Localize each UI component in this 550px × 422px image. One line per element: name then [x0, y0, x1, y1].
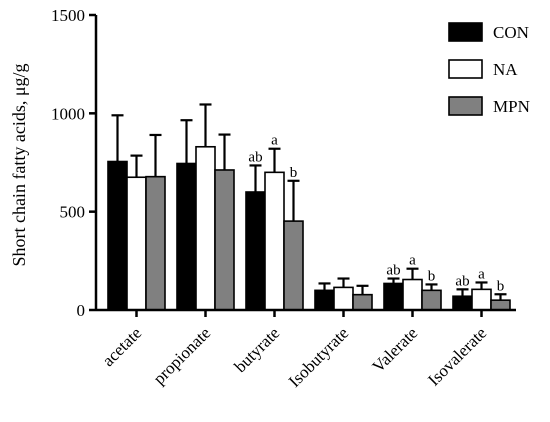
y-axis-title: Short chain fatty acids, μg/g: [9, 63, 29, 266]
significance-label: b: [428, 268, 436, 284]
bar-con: [176, 162, 197, 311]
bar-mpn: [490, 299, 511, 311]
x-axis: acetate propionate butyrate Isobutyrate Vale…: [96, 308, 516, 391]
bar-mpn: [145, 175, 166, 311]
x-category-label: butyrate: [231, 323, 284, 376]
legend-swatch-con: [448, 22, 483, 42]
legend-label-con: CON: [493, 23, 529, 42]
bar-mpn: [283, 220, 304, 311]
significance-label: b: [290, 165, 298, 181]
bar-na: [195, 145, 216, 311]
significance-label: a: [409, 253, 416, 269]
bar-con: [452, 295, 473, 311]
bar-con: [314, 289, 335, 311]
significance-label: ab: [386, 263, 400, 279]
significance-label: ab: [248, 149, 262, 165]
significance-label: a: [271, 133, 278, 149]
y-tick-label: 1500: [51, 6, 85, 25]
x-category-label: Isobutyrate: [285, 323, 353, 391]
y-tick-label: 0: [77, 301, 86, 320]
bar-con: [107, 160, 128, 311]
significance-label: ab: [455, 273, 469, 289]
x-category-label: Isovalerate: [424, 323, 490, 389]
x-category-label: propionate: [149, 323, 214, 388]
bar-na: [264, 171, 285, 311]
bar-mpn: [352, 293, 373, 311]
bar-na: [471, 288, 492, 311]
bar-na: [126, 176, 147, 311]
y-tick-label: 500: [60, 203, 86, 222]
legend-swatch-mpn: [448, 96, 483, 116]
bar-con: [245, 191, 266, 311]
x-category-label: Valerate: [369, 323, 422, 376]
significance-label: a: [478, 266, 485, 282]
bar-na: [402, 278, 423, 311]
significance-label: b: [497, 278, 505, 294]
x-category-label: acetate: [99, 323, 146, 370]
bar-mpn: [214, 169, 235, 311]
bar-mpn: [421, 289, 442, 311]
legend-label-mpn: MPN: [493, 97, 530, 116]
bar-con: [383, 282, 404, 311]
y-tick-label: 1000: [51, 104, 85, 123]
legend: CON NA MPN: [448, 22, 530, 116]
y-axis: 0 500 1000 1500: [51, 6, 98, 320]
legend-label-na: NA: [493, 60, 518, 79]
bar-na: [333, 286, 354, 311]
legend-swatch-na: [448, 59, 483, 79]
